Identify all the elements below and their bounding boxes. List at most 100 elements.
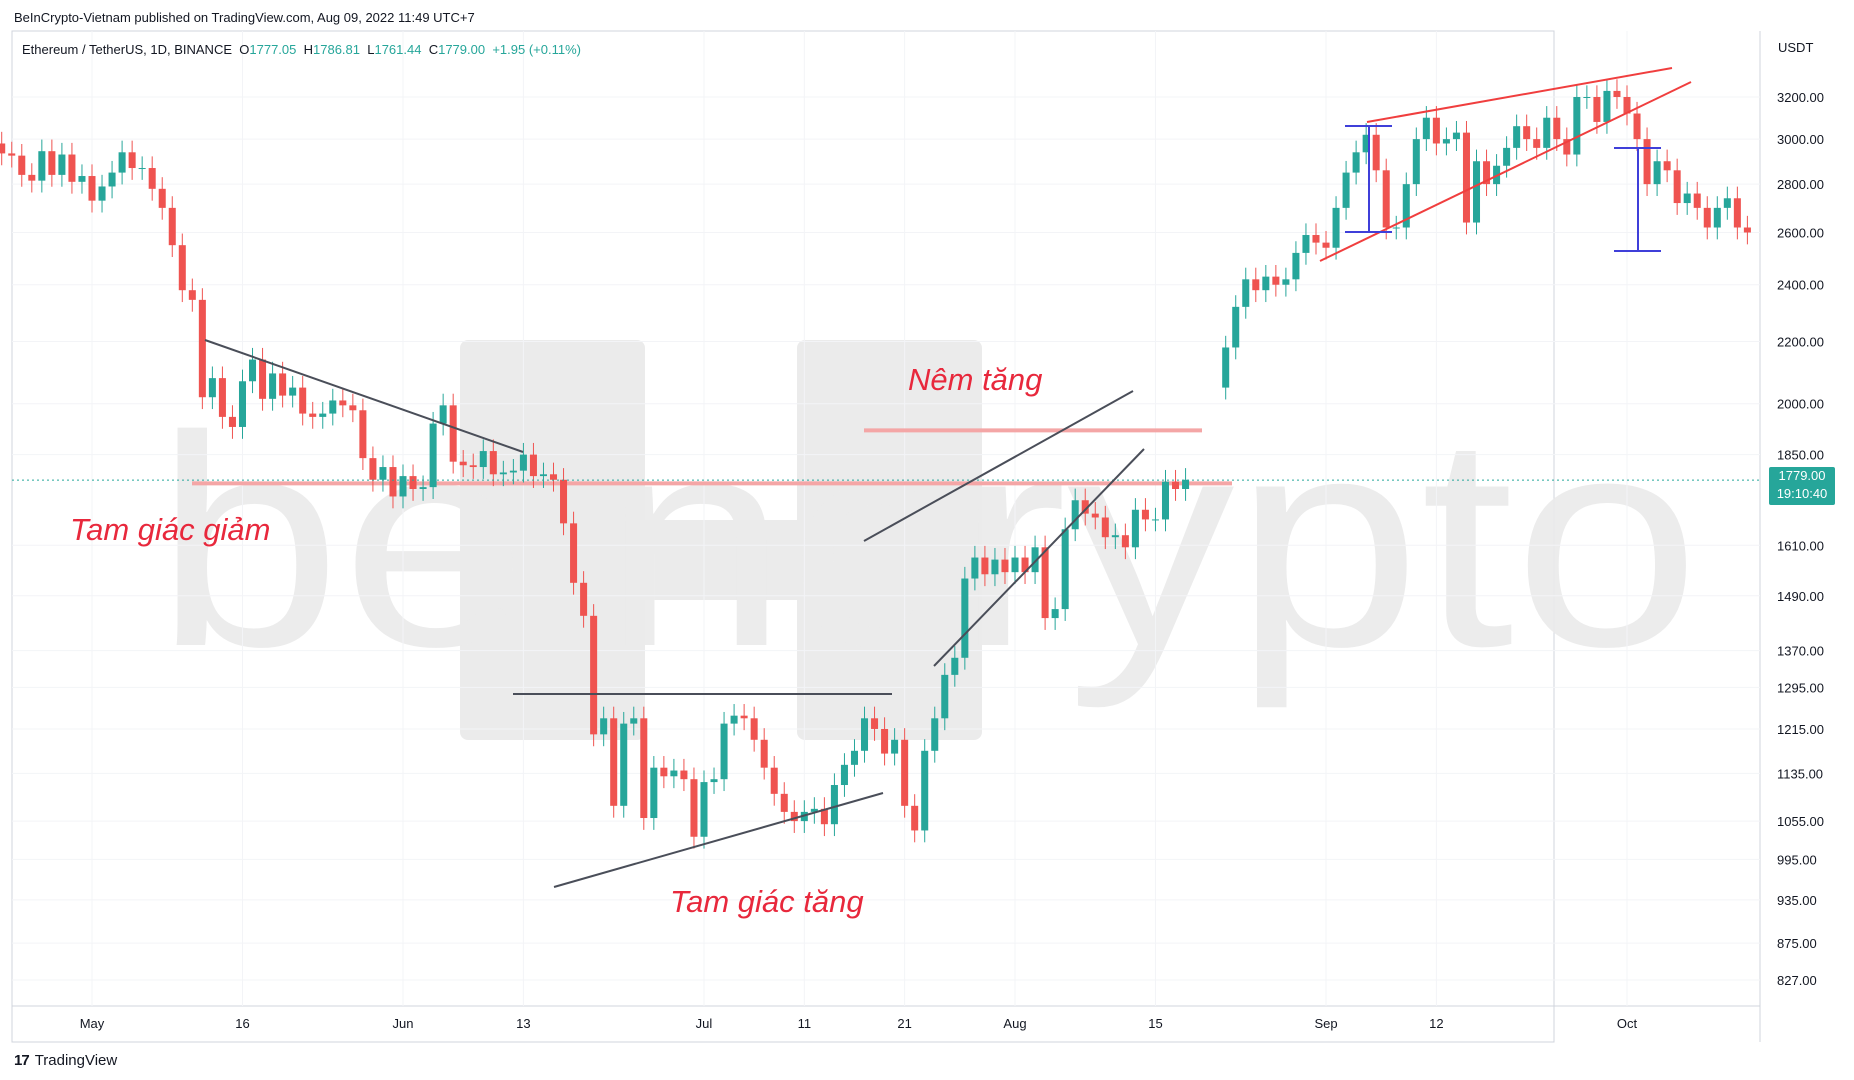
candle-body (228, 416, 236, 427)
candle-body (1743, 227, 1751, 233)
candle-body (1161, 481, 1170, 520)
candle-body (489, 451, 497, 475)
projection-lower-line[interactable] (1319, 81, 1692, 262)
candle-body (48, 151, 56, 175)
ascending-triangle-bottom-line[interactable] (553, 792, 884, 888)
y-tick-label: 1055.00 (1777, 814, 1824, 829)
candle-body (449, 405, 457, 462)
change-value: +1.95 (+0.11%) (492, 42, 581, 57)
candle-body (1021, 557, 1029, 573)
candle-body (1262, 276, 1270, 291)
candle-body (1683, 193, 1691, 204)
candle-body (269, 373, 277, 399)
candle-body (309, 413, 317, 417)
projection-upper-line[interactable] (1366, 67, 1673, 123)
candle-body (1061, 529, 1069, 610)
candle-body (1693, 193, 1701, 208)
candle-body (249, 359, 257, 382)
candle-body (820, 808, 828, 825)
candle-body (931, 718, 939, 751)
label-ascending-triangle: Tam giác tăng (670, 884, 864, 919)
symbol-name[interactable]: Ethereum / TetherUS, 1D, BINANCE (22, 42, 233, 57)
y-tick-label: 2000.00 (1777, 397, 1824, 412)
open-value: 1777.05 (249, 42, 297, 57)
candle-body (560, 479, 568, 524)
open-label: O (239, 42, 250, 57)
y-tick-label: 2800.00 (1777, 177, 1824, 192)
candle-body (1503, 147, 1511, 166)
candle-body (1603, 90, 1611, 122)
candle-body (439, 405, 447, 424)
candle-body (1322, 242, 1330, 248)
y-tick-label: 1295.00 (1777, 680, 1824, 695)
candle-body (770, 767, 778, 794)
label-rising-wedge: Nêm tăng (908, 362, 1042, 397)
measure-markers (1345, 125, 1661, 252)
candle-body (1242, 279, 1250, 307)
candle-body (1091, 513, 1099, 518)
candle-body (830, 785, 838, 825)
candle-body (720, 723, 728, 780)
label-descending-triangle: Tam giác giảm (70, 512, 270, 547)
watermark-text: beincrypto (155, 373, 1700, 711)
x-tick-label: 11 (798, 1016, 812, 1031)
candle-body (810, 808, 818, 812)
horizontal-levels (192, 428, 1232, 486)
candle-body (299, 387, 307, 414)
descending-triangle-line[interactable] (204, 339, 524, 453)
candle-body (740, 715, 748, 719)
bar-countdown: 19:10:40 (1776, 486, 1828, 501)
wedge-upper-line[interactable] (863, 390, 1134, 542)
candle-body (1312, 235, 1320, 243)
symbol-legend: Ethereum / TetherUS, 1D, BINANCE O1777.0… (22, 42, 581, 57)
y-tick-label: 3200.00 (1777, 90, 1824, 105)
time-axis[interactable]: May 16 Jun 13 Jul 11 21 Aug 15 Sep 12 Oct (80, 1016, 1638, 1031)
price-axis[interactable]: 3200.00 3000.00 2800.00 2600.00 2400.00 2200.… (1777, 90, 1824, 988)
candle-body (1713, 207, 1721, 228)
candle-body (1342, 172, 1350, 208)
candle-body (1031, 547, 1039, 573)
candle-body (379, 467, 387, 480)
candle-body (991, 559, 999, 575)
x-tick-label: Oct (1617, 1016, 1638, 1031)
candle-body (891, 739, 899, 754)
tradingview-logo-icon[interactable]: 17 (14, 1052, 30, 1069)
candle-body (1633, 113, 1641, 140)
candle-body (871, 718, 879, 729)
candle-body (1593, 97, 1601, 122)
candle-body (359, 410, 367, 459)
candle-body (1332, 207, 1340, 248)
candle-body (279, 373, 287, 396)
candle-body (158, 188, 166, 208)
wedge-lower-line[interactable] (933, 448, 1145, 667)
x-tick-label: 12 (1429, 1016, 1443, 1031)
candle-body (650, 767, 658, 819)
candle-body (1392, 227, 1400, 229)
footer: 17 TradingView (14, 1052, 117, 1069)
candle-body (218, 378, 226, 417)
candle-body (289, 387, 297, 396)
candle-body (1101, 517, 1109, 538)
watermark-bar (520, 520, 930, 600)
candle-body (971, 557, 979, 579)
candle-body (750, 718, 758, 740)
y-tick-label: 1370.00 (1777, 644, 1824, 659)
candle-body (981, 557, 989, 575)
candle-body (1703, 207, 1711, 228)
tradingview-brand[interactable]: TradingView (34, 1052, 118, 1069)
candle-body (951, 657, 959, 675)
candle-body (208, 378, 216, 398)
candle-body (259, 359, 267, 399)
candle-body (108, 172, 116, 187)
close-value: 1779.00 (438, 42, 486, 57)
candle-body (1412, 139, 1420, 185)
candle-body (1141, 509, 1149, 520)
candle-body (1111, 535, 1119, 538)
candle-body (238, 381, 247, 427)
candle-body (38, 151, 46, 181)
candle-body (610, 718, 618, 806)
candle-body (1583, 97, 1591, 98)
candle-body (1222, 347, 1230, 388)
candle-body (790, 811, 798, 822)
